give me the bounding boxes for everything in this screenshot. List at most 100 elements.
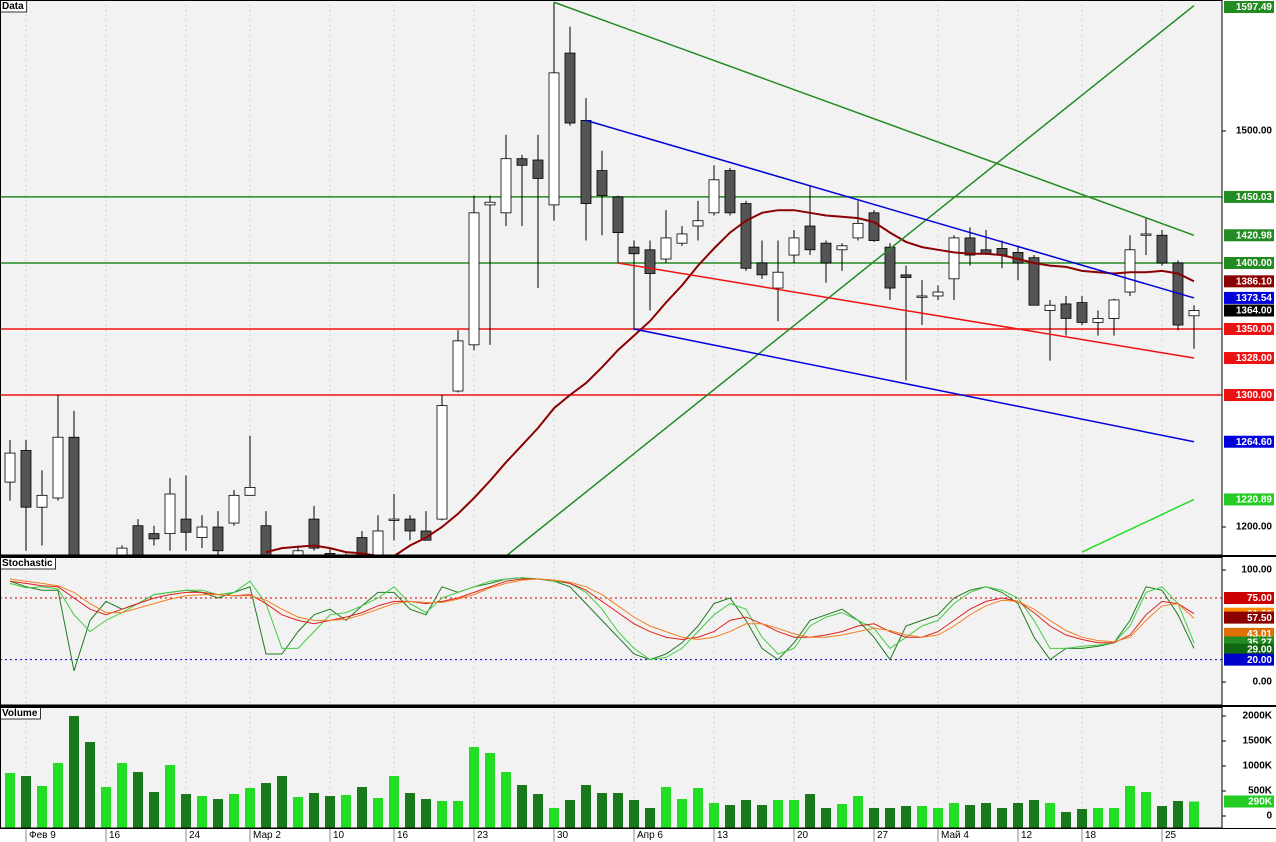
candle-body [628, 246, 640, 255]
price-label: 20.00 [1247, 655, 1272, 666]
price-label-box [1224, 388, 1274, 401]
volume-bar [293, 797, 303, 828]
candle-body [900, 274, 912, 278]
candle-body [52, 436, 64, 499]
candle-body [20, 450, 32, 508]
trendline [633, 328, 1195, 443]
candle-body [468, 212, 480, 346]
candle-body [4, 452, 16, 483]
candle-body [516, 158, 528, 166]
volume-bar [741, 800, 751, 828]
volume-bar [101, 787, 111, 828]
volume-bar [773, 800, 783, 828]
candle-body [452, 340, 464, 392]
series-line [9, 578, 1195, 643]
price-label-box [1224, 493, 1274, 506]
volume-bar [597, 793, 607, 828]
volume-bar [149, 792, 159, 828]
candle-body [772, 271, 784, 289]
volume-bar [1013, 803, 1023, 828]
volume-bar [997, 808, 1007, 828]
volume-bar [325, 796, 335, 828]
volume-bar [501, 772, 511, 828]
x-tick-label: 30 [557, 830, 569, 841]
candle-body [692, 220, 704, 227]
volume-bar [373, 798, 383, 828]
volume-bar [885, 808, 895, 828]
price-label: 1350.00 [1236, 324, 1273, 335]
candle-body [1108, 299, 1120, 319]
volume-bar [917, 806, 927, 828]
volume-bar [37, 786, 47, 828]
plot-area [0, 557, 1222, 705]
volume-bar [389, 776, 399, 828]
x-tick-label: Май 4 [941, 830, 969, 841]
y-tick-label: 500K [1248, 786, 1273, 797]
volume-bar [277, 776, 287, 828]
price-label-box [1224, 435, 1274, 448]
candle-body [548, 72, 560, 206]
volume-bar [1173, 801, 1183, 828]
volume-bar [533, 794, 543, 828]
volume-bar [549, 808, 559, 828]
price-label-box [1224, 256, 1274, 269]
candle-body [676, 233, 688, 244]
volume-bar [485, 753, 495, 828]
price-label-box [1224, 190, 1274, 203]
volume-bar [949, 803, 959, 828]
price-label-box [1224, 304, 1274, 317]
volume-bar [21, 776, 31, 828]
candle-body [644, 249, 656, 274]
volume-bar [85, 742, 95, 828]
price-label: 75.00 [1247, 593, 1272, 604]
candle-body [964, 237, 976, 256]
y-tick-label: 1200.00 [1236, 522, 1273, 533]
x-tick-label: 24 [189, 830, 201, 841]
candle-body [1188, 310, 1200, 317]
volume-bar [789, 800, 799, 828]
volume-bar [693, 788, 703, 828]
candle-body [932, 291, 944, 297]
candle-body [356, 537, 368, 555]
price-label-box [1224, 275, 1274, 288]
candle-body [500, 158, 512, 214]
volume-bar [229, 794, 239, 828]
candle-body [1044, 304, 1056, 311]
x-tick-label: 16 [397, 830, 409, 841]
price-label-box [1224, 592, 1274, 605]
candle-body [852, 222, 864, 239]
y-tick-label: 0 [1266, 811, 1272, 822]
volume-bar [133, 772, 143, 828]
volume-bar [1077, 809, 1087, 828]
trendline [553, 1, 1195, 236]
candle-body [180, 518, 192, 533]
trendline [585, 119, 1195, 299]
candle-body [724, 170, 736, 214]
volume-bar [165, 765, 175, 828]
trendline [506, 4, 1195, 555]
candle-body [708, 179, 720, 214]
panel-title: Data [2, 1, 24, 12]
volume-bar [757, 805, 767, 828]
volume-bar [709, 803, 719, 828]
candle-body [36, 494, 48, 508]
series-line [9, 577, 1195, 661]
price-label-box [1224, 291, 1274, 304]
price-label-box [1224, 643, 1274, 656]
x-tick-label: 20 [797, 830, 809, 841]
volume-bar [645, 808, 655, 828]
candle-body [68, 436, 80, 555]
x-tick-label: Апр 6 [637, 830, 663, 841]
candle-body [1076, 302, 1088, 323]
candle-body [1092, 318, 1104, 323]
x-tick-label: 10 [333, 830, 345, 841]
candle-body [484, 201, 496, 206]
price-label-box [1224, 229, 1274, 242]
candle-body [820, 242, 832, 264]
candle-body [948, 237, 960, 280]
volume-bar [213, 799, 223, 828]
candle-body [596, 170, 608, 197]
candle-body [228, 494, 240, 524]
candle-body [1028, 257, 1040, 306]
